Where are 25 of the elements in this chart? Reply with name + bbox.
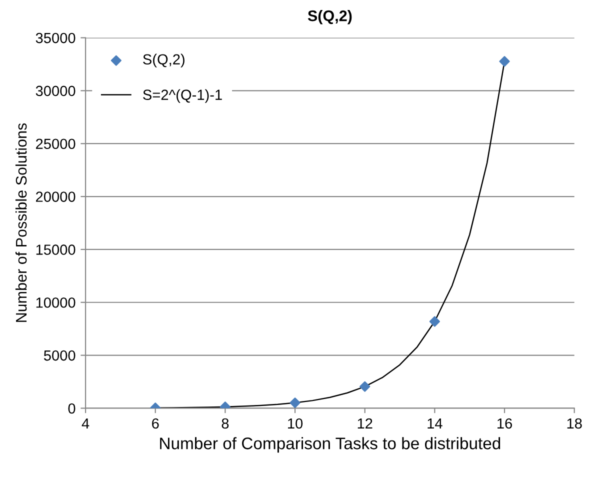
legend-label: S=2^(Q-1)-1 (143, 89, 222, 103)
y-tick-label: 15000 (36, 244, 76, 255)
y-tick-label: 25000 (36, 138, 76, 150)
x-tick-label: 18 (567, 418, 582, 429)
y-tick-label: 35000 (36, 32, 76, 44)
y-axis-title: Number of Possible Solutions (15, 123, 27, 322)
x-tick-label: 12 (358, 418, 372, 429)
point (360, 381, 370, 392)
y-tick-label: 20000 (36, 192, 76, 202)
x-tick-label: 4 (82, 418, 90, 429)
legend-label: S(Q,2) (143, 54, 184, 68)
y-tick-label: 10000 (36, 297, 76, 308)
x-tick-label: 16 (498, 418, 512, 429)
x-tick-label: 10 (288, 418, 303, 429)
point (499, 56, 510, 67)
chart-title: S(Q,2) (308, 10, 352, 24)
x-axis-title: Number of Comparison Tasks to be distributed (160, 437, 500, 453)
x-tick-label: 8 (222, 418, 229, 429)
point (290, 398, 300, 408)
y-tick-label: 30000 (36, 86, 76, 96)
x-tick-label: 14 (428, 418, 442, 429)
y-tick-label: 0 (68, 403, 76, 414)
x-tick-label: 6 (152, 418, 159, 429)
point (429, 316, 440, 327)
y-tick-label: 5000 (44, 350, 76, 361)
